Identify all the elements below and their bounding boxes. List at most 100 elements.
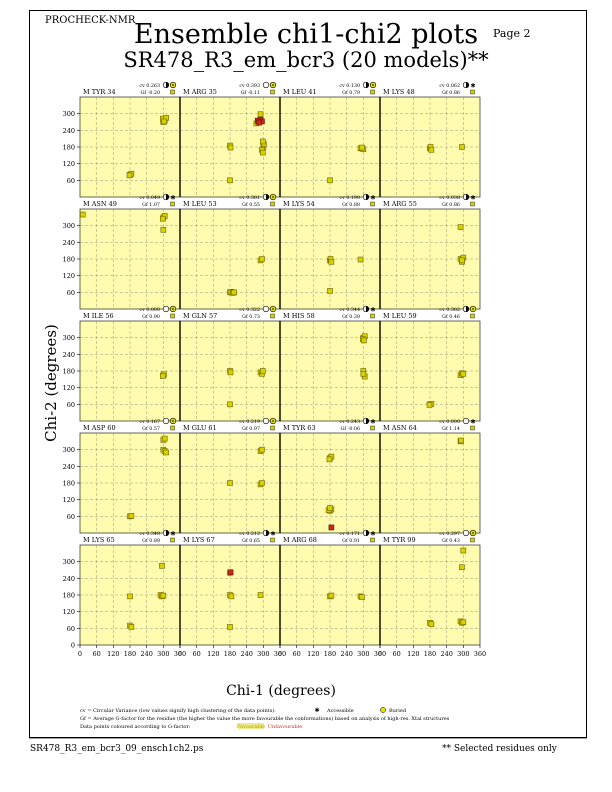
- x-tick-label: 240: [340, 650, 352, 658]
- x-tick-label: 360: [274, 650, 286, 658]
- legend-gf-text: Gf = Average G-factor for the residue (t…: [80, 715, 450, 722]
- data-point: [227, 624, 233, 630]
- gf-value: Gf 1.14: [442, 426, 460, 432]
- residue-label: M HIS 58: [283, 312, 315, 320]
- data-point: [159, 563, 165, 569]
- buried-dot-icon: [172, 420, 174, 422]
- data-point: [359, 144, 365, 151]
- y-tick-label: 180: [63, 480, 75, 488]
- data-point: [360, 370, 367, 377]
- y-tick-label: 240: [63, 127, 75, 135]
- accessibility-half-fill-icon: [466, 194, 469, 200]
- gf-colour-swatch: [470, 313, 475, 319]
- buried-dot-icon: [272, 308, 274, 310]
- accessibility-half-fill-icon: [366, 306, 369, 312]
- accessible-star-icon: ✱: [370, 419, 375, 426]
- footer-note: ** Selected residues only: [442, 744, 557, 754]
- y-tick-label: 0: [71, 642, 75, 650]
- data-point: [79, 211, 86, 218]
- legend-cv-text: cv = Circular Variance (low values signi…: [80, 707, 276, 714]
- gf-value: Gf 0.55: [242, 202, 260, 208]
- accessible-star-icon: ✱: [370, 195, 375, 202]
- y-tick-label: 300: [63, 558, 75, 566]
- residue-label: M ASN 49: [83, 200, 117, 208]
- gf-colour-swatch: [270, 313, 275, 319]
- y-tick-label: 300: [63, 110, 75, 118]
- legend-favourable-swatch: [238, 723, 264, 729]
- accessibility-open-icon: [462, 529, 470, 537]
- legend-unfavourable-label: Unfavourable: [268, 724, 302, 730]
- accessibility-open-icon: [262, 417, 270, 425]
- y-tick-label: 120: [63, 160, 75, 168]
- data-point: [227, 369, 234, 376]
- x-tick-label: 300: [457, 650, 469, 658]
- residue-label: M TYR 63: [283, 424, 316, 432]
- residue-label: M LYS 65: [83, 536, 115, 544]
- x-tick-label: 180: [324, 650, 336, 658]
- data-point: [259, 446, 265, 453]
- data-point: [328, 592, 335, 599]
- data-point: [128, 624, 135, 630]
- data-point: [163, 449, 169, 456]
- data-point: [327, 288, 333, 294]
- cv-value: cv 0.219: [239, 419, 260, 425]
- y-tick-label: 120: [63, 608, 75, 616]
- gf-value: Gf 0.39: [342, 314, 360, 320]
- residue-label: M ILE 56: [83, 312, 114, 320]
- x-tick-label: 360: [374, 650, 386, 658]
- cv-value: cv 0.171: [339, 531, 360, 537]
- cv-value: cv 0.393: [239, 83, 260, 89]
- x-tick-label: 300: [357, 650, 369, 658]
- accessibility-half-fill-icon: [266, 194, 269, 200]
- residue-label: M TYR 99: [383, 536, 416, 544]
- gf-colour-swatch: [370, 89, 375, 95]
- accessible-star-icon: ✱: [270, 531, 275, 538]
- cv-value: cv 0.000: [139, 307, 160, 313]
- data-point: [257, 111, 264, 118]
- gf-value: Gf 0.57: [142, 426, 160, 432]
- legend-buried-icon: [380, 707, 386, 713]
- x-tick-label: 60: [393, 650, 401, 658]
- gf-colour-swatch: [270, 201, 275, 207]
- x-tick-label: 120: [107, 650, 119, 658]
- y-tick-label: 180: [63, 144, 75, 152]
- buried-dot-icon: [472, 532, 474, 534]
- gf-value: Gf 0.46: [442, 314, 460, 320]
- y-tick-label: 300: [63, 446, 75, 454]
- gf-value: Gf 0.90: [142, 314, 160, 320]
- residue-label: M LYS 67: [183, 536, 215, 544]
- gf-colour-swatch: [170, 201, 175, 207]
- residue-label: M TYR 34: [83, 88, 116, 96]
- data-point: [459, 144, 465, 150]
- data-point: [259, 368, 266, 374]
- data-point: [231, 289, 237, 296]
- x-tick-label: 180: [224, 650, 236, 658]
- x-tick-label: 0: [378, 650, 382, 658]
- y-tick-label: 120: [63, 496, 75, 504]
- gf-colour-swatch: [170, 313, 175, 319]
- accessible-star-icon: ✱: [370, 307, 375, 314]
- y-tick-label: 240: [63, 351, 75, 359]
- cv-value: cv 0.322: [239, 307, 260, 313]
- cv-value: cv 0.062: [439, 83, 460, 89]
- residue-label: M LYS 48: [383, 88, 415, 96]
- gf-colour-swatch: [370, 425, 375, 431]
- accessibility-half-fill-icon: [366, 82, 369, 88]
- y-tick-label: 60: [67, 625, 75, 633]
- accessibility-half-fill-icon: [366, 530, 369, 536]
- x-tick-label: 180: [124, 650, 136, 658]
- accessibility-half-fill-icon: [166, 530, 169, 536]
- data-point: [159, 215, 166, 222]
- data-point: [160, 227, 167, 233]
- data-point: [457, 224, 464, 230]
- data-point-unfavourable: [227, 569, 234, 576]
- y-tick-label: 240: [63, 463, 75, 471]
- data-point: [459, 257, 465, 264]
- accessibility-open-icon: [162, 417, 170, 425]
- buried-dot-icon: [372, 84, 374, 86]
- data-point: [426, 402, 433, 408]
- y-tick-label: 240: [63, 575, 75, 583]
- data-point: [359, 594, 365, 601]
- gf-value: Gf 0.91: [342, 538, 360, 544]
